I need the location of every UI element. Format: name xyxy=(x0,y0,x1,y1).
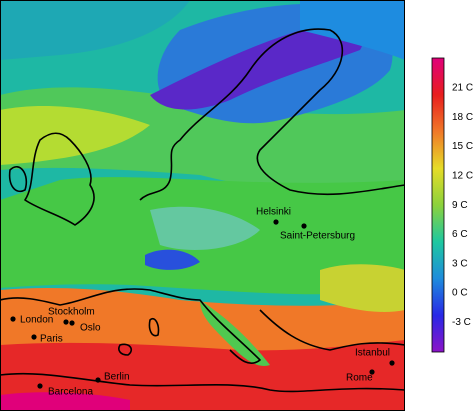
colorbar-tick-label: 12 C xyxy=(452,171,473,182)
city-marker xyxy=(10,316,16,322)
city-marker xyxy=(273,219,279,225)
coastline xyxy=(0,372,405,393)
city-label: Berlin xyxy=(104,372,130,383)
city-marker xyxy=(69,320,75,326)
coastline xyxy=(0,288,405,365)
city-marker xyxy=(31,334,37,340)
field-hot xyxy=(0,340,405,411)
field-yellow-west xyxy=(0,105,150,165)
colorbar-tick-label: 3 C xyxy=(452,258,468,269)
city-marker xyxy=(369,369,375,375)
city-marker xyxy=(389,360,395,366)
field-alps-cold xyxy=(145,249,200,270)
colorbar-ticks: 21 C 18 C 15 C 12 C 9 C 6 C 3 C 0 C -3 C xyxy=(452,83,473,328)
city-label: Istanbul xyxy=(355,348,390,359)
city-labels: Helsinki Saint-Petersburg Stockholm Oslo Lon… xyxy=(10,207,395,398)
city-label: Barcelona xyxy=(48,387,93,398)
field-africa xyxy=(0,392,130,411)
colorbar-tick-label: -3 C xyxy=(452,317,471,328)
city-marker xyxy=(95,377,101,383)
city-marker xyxy=(37,383,43,389)
city-label: London xyxy=(20,315,53,326)
city-label: Stockholm xyxy=(48,307,95,318)
city-label: Rome xyxy=(346,373,373,384)
colorbar-tick-label: 15 C xyxy=(452,141,473,152)
field-alps-area xyxy=(150,206,260,250)
coastline xyxy=(24,132,95,226)
field-italy xyxy=(200,300,270,366)
coastline xyxy=(118,317,160,356)
city-label: Saint-Petersburg xyxy=(280,231,355,242)
coastline xyxy=(139,28,405,201)
city-label: Paris xyxy=(40,334,63,345)
city-label: Helsinki xyxy=(256,207,291,218)
colorbar xyxy=(431,57,445,353)
city-marker xyxy=(63,319,69,325)
field-northeast xyxy=(300,0,405,60)
colorbar-tick-label: 9 C xyxy=(452,200,468,211)
coastline xyxy=(8,166,28,192)
colorbar-tick-label: 21 C xyxy=(452,83,473,94)
field-east xyxy=(320,264,405,312)
colorbar-tick-label: 18 C xyxy=(452,112,473,123)
colorbar-tick-label: 6 C xyxy=(452,229,468,240)
city-marker xyxy=(301,223,307,229)
field-northwest xyxy=(0,0,190,60)
field-scandinavia-cold xyxy=(150,24,363,110)
colorbar-tick-label: 0 C xyxy=(452,288,468,299)
city-label: Oslo xyxy=(80,323,101,334)
temperature-map xyxy=(0,0,405,411)
